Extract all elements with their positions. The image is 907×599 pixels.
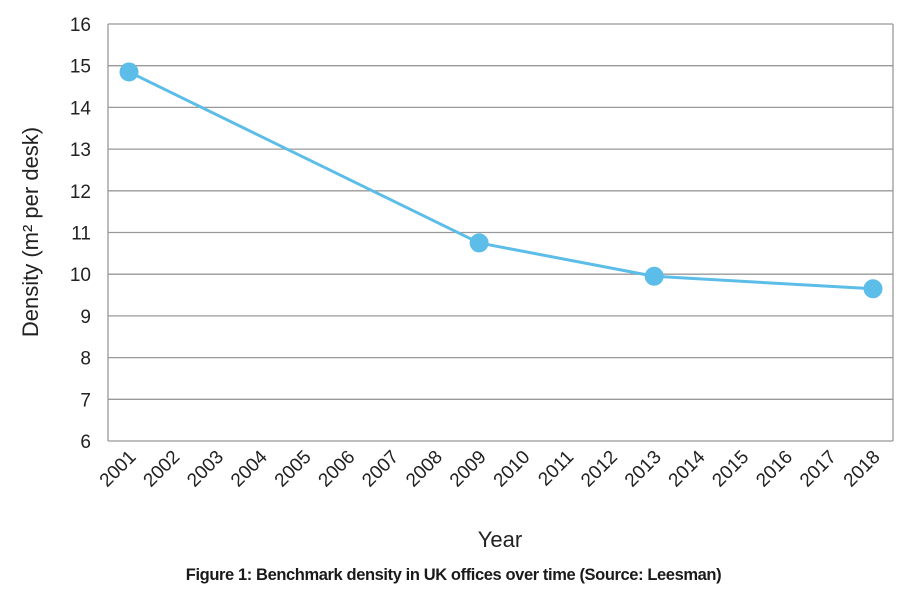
y-tick-label: 6 <box>80 432 91 453</box>
x-tick-label: 2015 <box>708 447 753 492</box>
data-point <box>863 279 883 299</box>
data-point <box>119 62 139 82</box>
x-tick-label: 2004 <box>227 446 272 491</box>
x-tick-label: 2009 <box>446 447 491 492</box>
x-tick-label: 2008 <box>402 447 447 492</box>
figure-caption: Figure 1: Benchmark density in UK office… <box>185 566 722 584</box>
y-tick-label: 7 <box>80 390 91 411</box>
x-tick-label: 2002 <box>140 447 185 492</box>
y-tick-label: 11 <box>71 224 91 245</box>
y-tick-label: 15 <box>70 57 91 78</box>
y-tick-label: 13 <box>70 140 91 161</box>
y-tick-label: 14 <box>70 98 92 119</box>
data-point <box>469 233 489 253</box>
x-axis-title: Year <box>478 527 522 552</box>
y-tick-label: 10 <box>70 265 91 286</box>
x-tick-label: 2012 <box>577 447 622 492</box>
y-tick-labels: 6 7 8 9 10 11 12 13 14 15 16 <box>70 15 92 453</box>
y-tick-label: 8 <box>80 349 91 370</box>
x-tick-label: 2007 <box>358 447 403 492</box>
x-tick-labels: 2001 2002 2003 2004 2005 2006 2007 2008 2009 2010… <box>96 446 885 491</box>
series-density <box>119 62 883 299</box>
y-tick-label: 12 <box>70 182 91 203</box>
x-tick-label: 2013 <box>621 447 666 492</box>
y-tick-label: 16 <box>70 15 91 36</box>
x-tick-label: 2003 <box>183 447 228 492</box>
data-point <box>644 266 664 286</box>
x-tick-label: 2017 <box>796 447 841 492</box>
gridlines <box>107 23 894 442</box>
x-tick-label: 2016 <box>752 447 797 492</box>
x-tick-label: 2018 <box>840 447 885 492</box>
x-tick-label: 2010 <box>490 447 535 492</box>
x-tick-label: 2006 <box>315 447 360 492</box>
series-line <box>128 70 874 291</box>
y-axis-title: Density (m² per desk) <box>18 127 43 337</box>
x-tick-label: 2001 <box>96 447 141 492</box>
x-tick-label: 2014 <box>665 446 710 491</box>
y-tick-label: 9 <box>80 307 91 328</box>
x-tick-label: 2011 <box>534 447 578 491</box>
x-tick-label: 2005 <box>271 447 316 492</box>
